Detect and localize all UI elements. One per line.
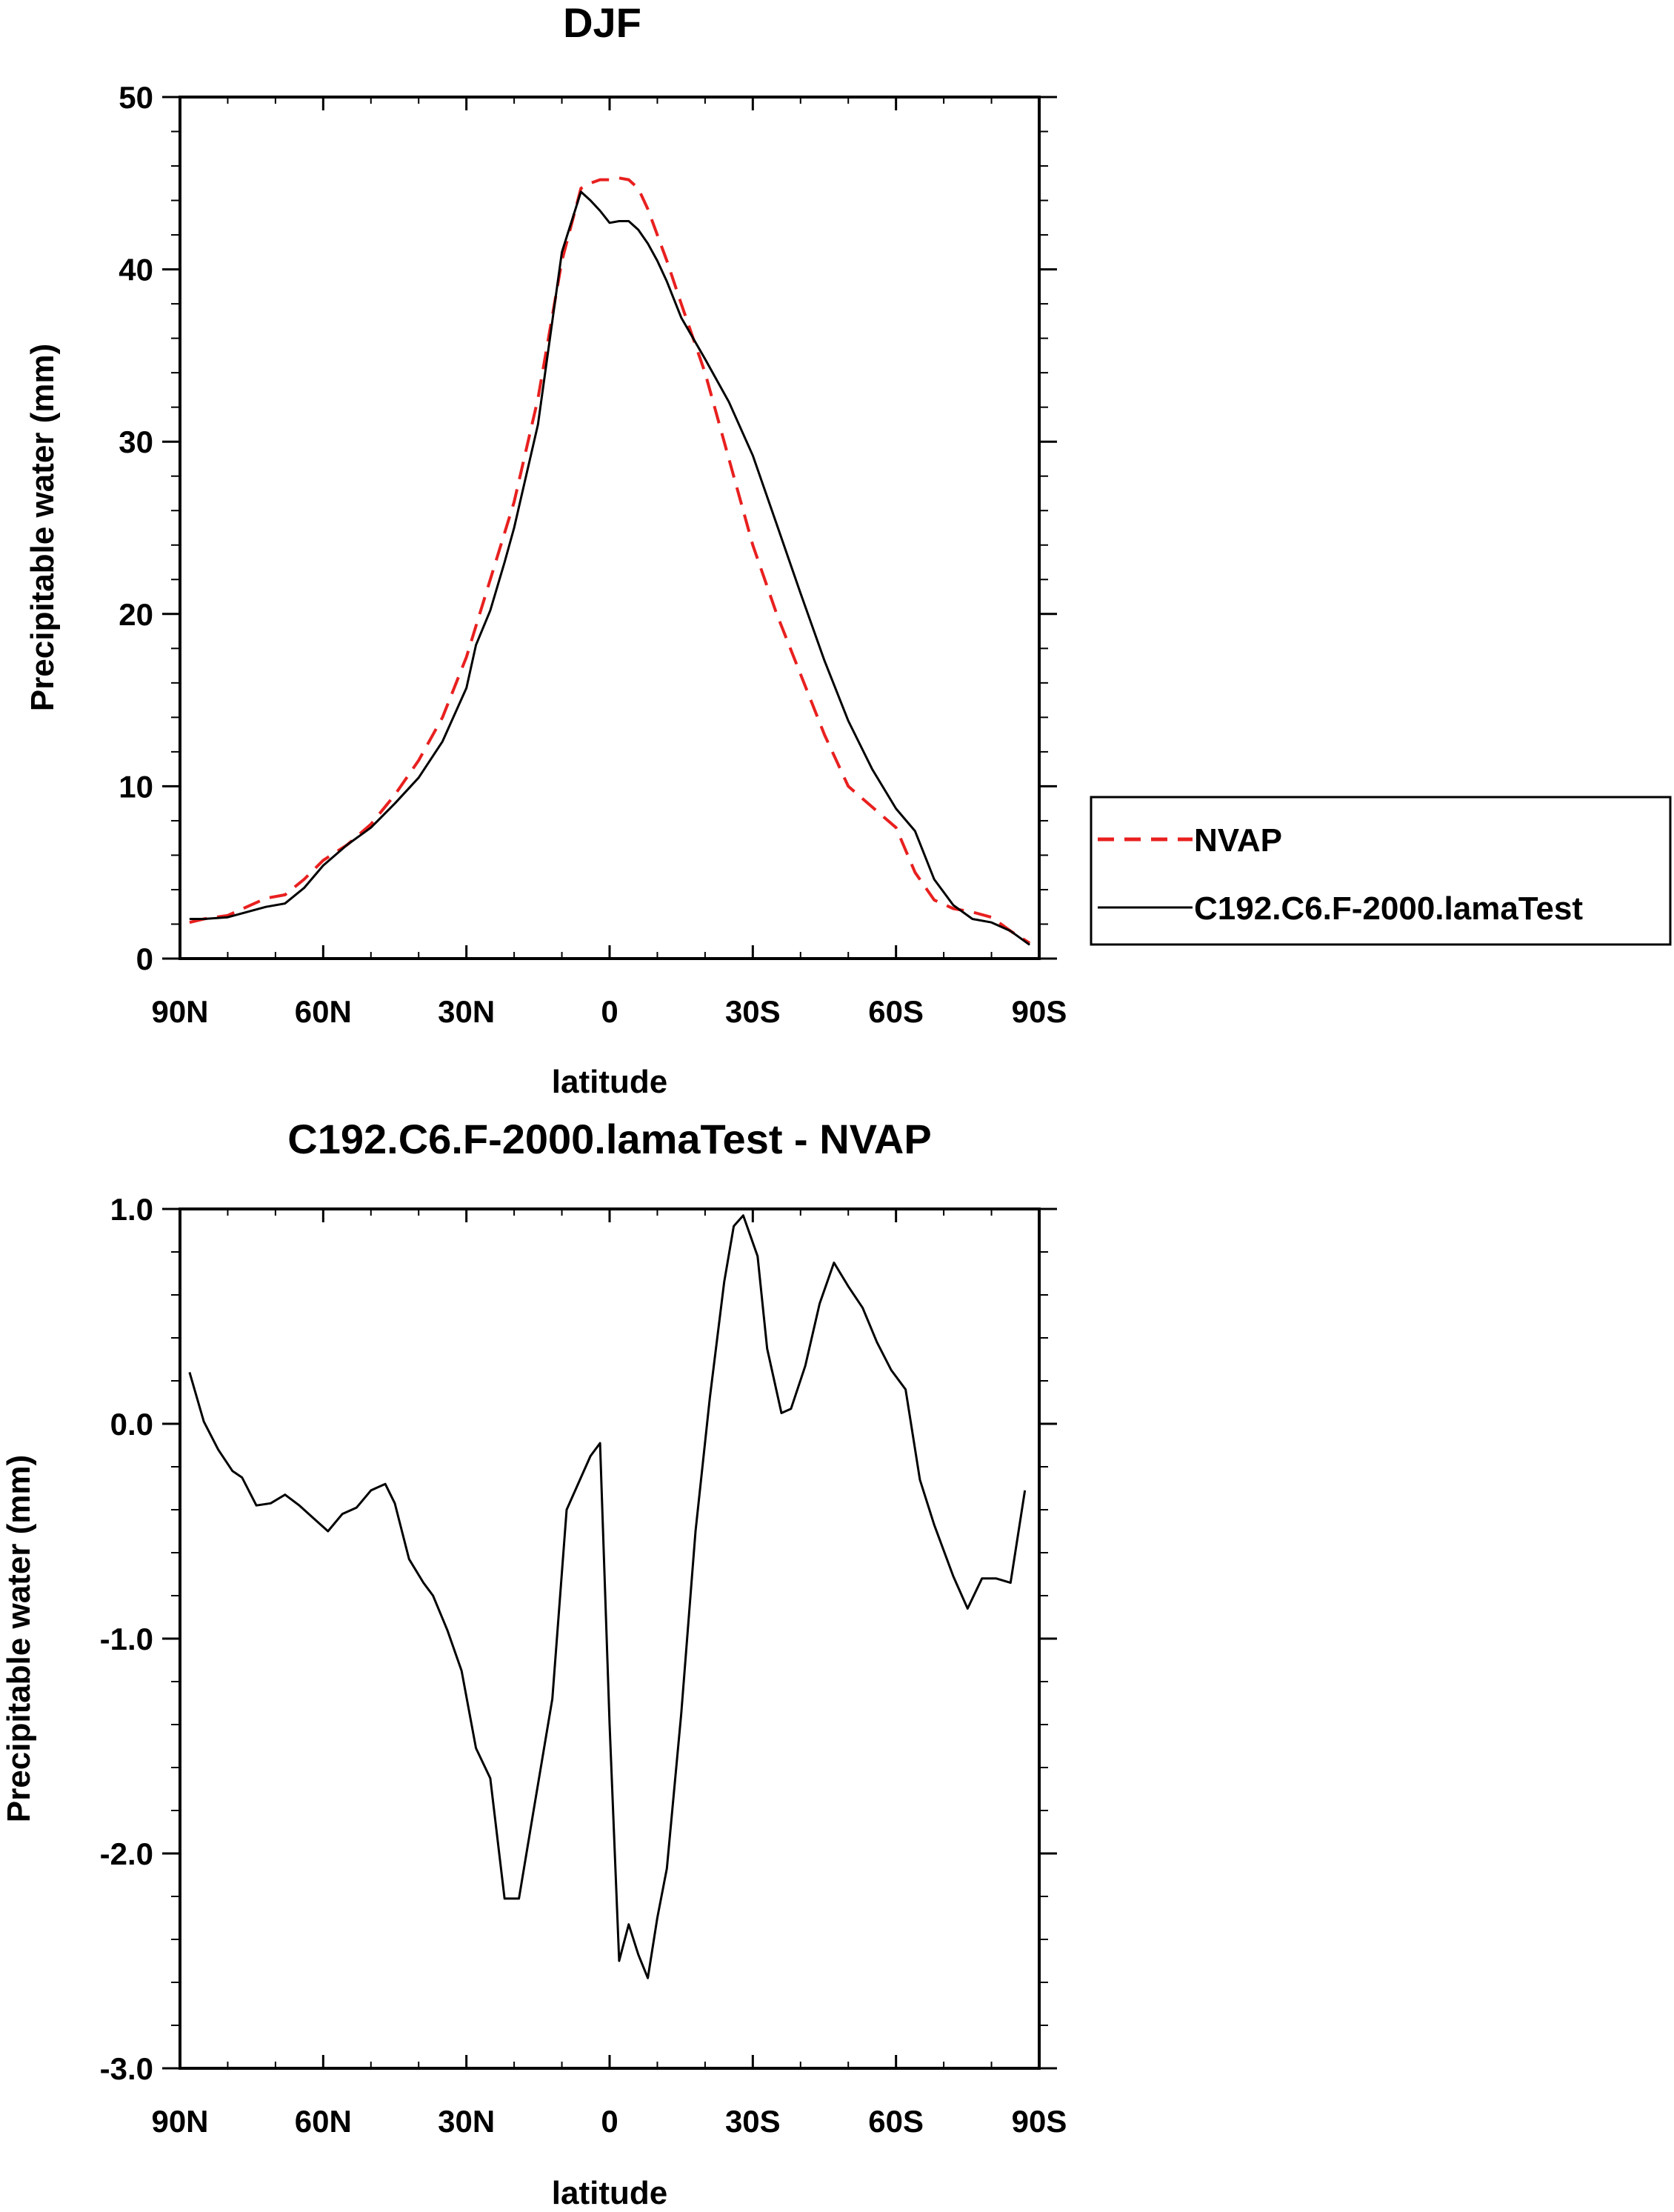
top-chart-title: DJF	[563, 0, 641, 46]
top-series-c192-c6-f-2000-lamatest	[189, 190, 1030, 946]
top-x-tick-label: 60N	[295, 994, 352, 1029]
bottom-y-tick-label: 1.0	[110, 1192, 153, 1227]
bottom-y-tick-label: -3.0	[100, 2051, 153, 2086]
top-y-tick-label: 40	[119, 253, 153, 287]
top-plot-frame	[179, 96, 1041, 960]
bottom-plot-frame	[179, 1207, 1041, 2070]
legend-box	[1090, 796, 1672, 946]
top-x-tick-label: 60S	[868, 994, 924, 1029]
top-y-axis-label: Precipitable water (mm)	[24, 344, 61, 711]
top-x-tick-label: 0	[601, 994, 618, 1029]
top-x-tick-label: 90S	[1012, 994, 1067, 1029]
legend-label-model: C192.C6.F-2000.lamaTest	[1194, 890, 1583, 927]
top-series-group	[189, 176, 1031, 946]
bottom-x-tick-label: 30N	[438, 2104, 495, 2139]
top-y-tick-label: 30	[119, 424, 153, 459]
bottom-y-tick-label: 0.0	[110, 1407, 153, 1442]
top-x-tick-label: 30N	[438, 994, 495, 1029]
top-x-axis-label: latitude	[552, 1064, 667, 1100]
bottom-x-tick-label: 60N	[295, 2104, 352, 2139]
panel-bottom: C192.C6.F-2000.lamaTest - NVAP 90N 60N 30N…	[1, 1116, 1067, 2211]
bottom-chart-title: C192.C6.F-2000.lamaTest - NVAP	[287, 1116, 931, 1162]
bottom-series-group	[188, 1214, 1027, 1979]
top-axes: 90N 60N 30N 0 30S 60S 90S 0 10 20 30 40 50	[119, 80, 1067, 1029]
bottom-y-tick-label: -2.0	[100, 1836, 153, 1871]
bottom-x-tick-label: 30S	[725, 2104, 781, 2139]
top-y-tick-label: 0	[136, 942, 153, 976]
bottom-y-axis-label: Precipitable water (mm)	[1, 1455, 37, 1822]
bottom-x-axis-label: latitude	[552, 2175, 667, 2211]
bottom-series-c192-c6-f-2000-lamatest-nvap	[188, 1214, 1027, 1979]
top-x-tick-label: 30S	[725, 994, 781, 1029]
top-y-tick-label: 50	[119, 80, 153, 115]
bottom-x-tick-label: 90N	[151, 2104, 208, 2139]
bottom-x-tick-label: 60S	[868, 2104, 924, 2139]
bottom-axes: 90N 60N 30N 0 30S 60S 90S -3.0 -2.0 -1.0 0.0 1.0	[100, 1192, 1067, 2139]
top-series-nvap	[189, 176, 1031, 945]
legend-label-nvap: NVAP	[1194, 822, 1282, 859]
top-x-tick-label: 90N	[151, 994, 208, 1029]
legend: NVAP C192.C6.F-2000.lamaTest	[1090, 796, 1672, 946]
bottom-x-tick-label: 90S	[1012, 2104, 1067, 2139]
top-y-tick-label: 10	[119, 769, 153, 804]
panel-top: DJF 90N 60N 30N 0 30S 60S 90S 0 10 20 30 40 50 latit…	[24, 0, 1067, 1100]
bottom-y-tick-label: -1.0	[100, 1622, 153, 1656]
top-y-tick-label: 20	[119, 597, 153, 632]
bottom-x-tick-label: 0	[601, 2104, 618, 2139]
